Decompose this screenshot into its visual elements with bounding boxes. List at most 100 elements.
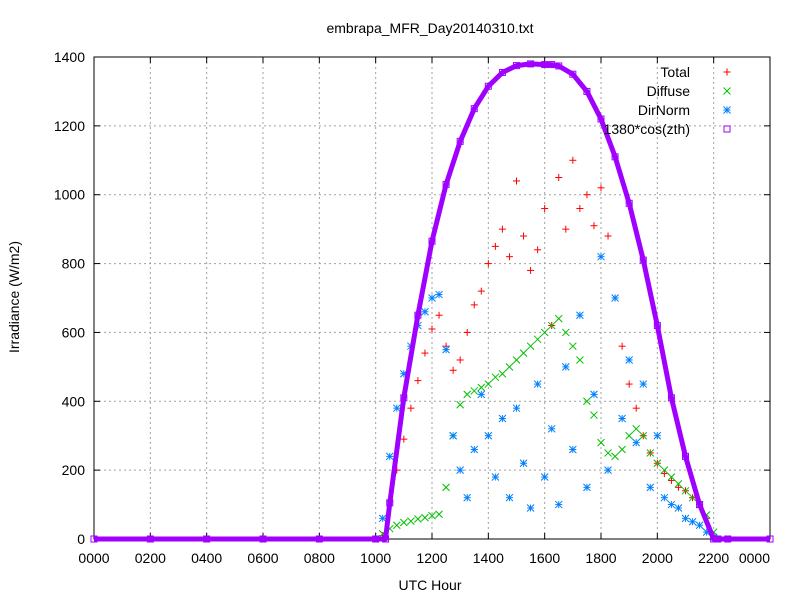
data-point (442, 345, 450, 354)
data-point (576, 356, 584, 364)
y-axis-label: Irradiance (W/m2) (6, 241, 22, 353)
series-3 (378, 252, 718, 542)
legend-marker (723, 68, 731, 76)
data-point (590, 222, 598, 230)
y-tick-labels: 0 200 400 600 800 1000 1200 1400 (54, 49, 85, 547)
data-point (541, 204, 549, 212)
data-point (372, 535, 380, 543)
y-tick-label: 800 (62, 256, 86, 272)
data-point (554, 314, 563, 323)
data-point (498, 68, 506, 76)
y-tick-label: 1200 (54, 118, 85, 134)
data-point (561, 328, 570, 337)
data-point (505, 493, 514, 502)
data-point (724, 535, 732, 543)
data-point (435, 311, 443, 319)
data-point (386, 499, 394, 507)
data-point (597, 252, 605, 261)
data-point (534, 246, 542, 254)
data-point (315, 535, 323, 543)
data-point (667, 473, 676, 481)
data-point (569, 70, 577, 78)
data-point (569, 156, 577, 164)
data-point (470, 105, 478, 113)
data-point (527, 60, 535, 68)
data-point (414, 377, 422, 385)
data-point (583, 397, 591, 406)
data-point (527, 266, 535, 274)
data-point (414, 515, 422, 523)
data-point (681, 514, 690, 523)
x-axis-label: UTC Hour (398, 577, 461, 593)
data-point (597, 115, 605, 123)
data-point (477, 287, 485, 295)
y-tick-label: 1000 (54, 187, 85, 203)
data-point (625, 199, 633, 207)
data-point (597, 184, 605, 192)
data-point (561, 363, 570, 371)
x-tick-label: 0400 (191, 550, 222, 566)
grid-lines (94, 57, 770, 539)
x-tick-label: 0200 (135, 550, 166, 566)
data-point (512, 356, 521, 364)
data-point (526, 504, 535, 512)
data-point (491, 373, 500, 382)
x-tick-label: 2200 (698, 550, 729, 566)
data-point (470, 301, 478, 309)
data-point (710, 535, 718, 543)
legend-marker (723, 106, 731, 114)
data-point (435, 510, 443, 519)
data-point (632, 404, 640, 412)
data-point (625, 356, 634, 364)
data-point (660, 470, 668, 478)
data-point (513, 177, 520, 185)
data-point (399, 518, 408, 527)
y-tick-label: 400 (62, 393, 86, 409)
data-point (491, 242, 499, 250)
x-tick-label: 1200 (416, 550, 447, 566)
data-point (414, 311, 422, 319)
data-point (456, 400, 465, 409)
data-point (660, 466, 669, 474)
data-point (449, 366, 457, 374)
data-point (520, 232, 528, 240)
y-tick-label: 600 (62, 324, 86, 340)
data-point (491, 473, 500, 481)
x-tick-label: 1800 (585, 550, 616, 566)
data-point (428, 237, 436, 245)
data-point (484, 260, 492, 268)
data-point (505, 363, 514, 371)
y-tick-label: 1400 (54, 49, 85, 65)
data-point (604, 466, 612, 474)
x-tick-labels: 0000 0200 0400 0600 0800 1000 1200 1400 1600 1800… (78, 550, 770, 566)
data-point (456, 466, 465, 474)
legend-marker (723, 87, 731, 95)
data-point (653, 322, 661, 330)
data-point (526, 342, 535, 351)
data-point (470, 387, 479, 395)
data-point (442, 180, 450, 188)
data-point (484, 380, 493, 388)
data-point (682, 452, 689, 460)
data-point (463, 390, 472, 399)
data-point (660, 493, 669, 502)
data-point (714, 535, 722, 543)
data-point (639, 256, 647, 264)
data-point (766, 535, 774, 543)
data-point (498, 414, 507, 423)
data-point (646, 483, 655, 492)
axes (93, 56, 771, 540)
data-point (568, 342, 577, 351)
series-layer (90, 60, 774, 543)
data-point (540, 328, 549, 337)
x-tick-label: 1400 (473, 550, 504, 566)
data-point (590, 411, 598, 419)
data-point (555, 174, 563, 181)
data-point (421, 513, 429, 522)
data-point (632, 424, 641, 433)
data-point (407, 517, 415, 525)
data-point (604, 232, 612, 240)
x-tick-label: 0000 (739, 550, 770, 566)
x-tick-label: 1600 (529, 550, 560, 566)
